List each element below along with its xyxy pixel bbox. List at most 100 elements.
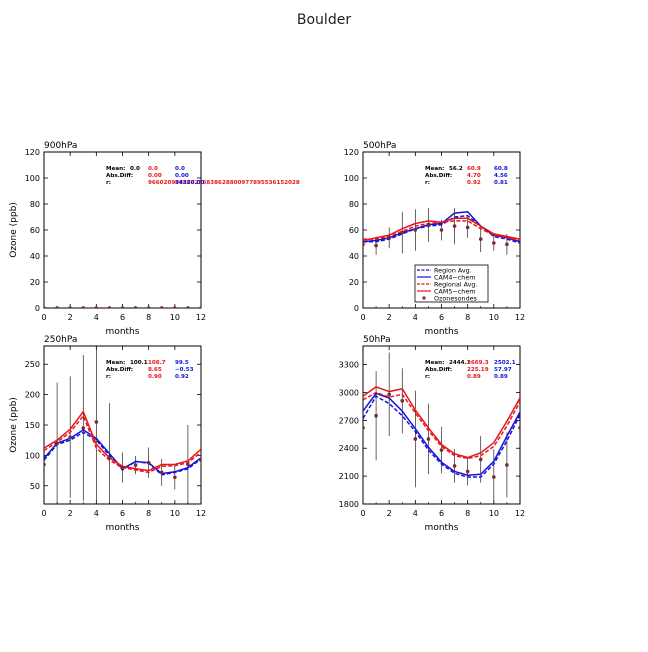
stats-cam4: 0.00 — [175, 173, 189, 179]
legend-label: CAM5−chem — [434, 287, 476, 295]
y-tick-label: 2700 — [339, 416, 359, 425]
stats-cam4: 0.0 — [175, 166, 185, 172]
y-tick-label: 60 — [349, 226, 359, 235]
stats-cam5: 966020998863256838628800977895536152028 — [148, 180, 300, 186]
y-axis-label: Ozone (ppb) — [9, 202, 19, 258]
obs-marker — [426, 437, 431, 441]
obs-marker — [199, 458, 201, 463]
obs-marker — [94, 420, 99, 424]
stats-cam5: 0.90 — [148, 374, 162, 380]
x-axis-label: months — [106, 327, 140, 337]
obs-marker — [68, 306, 72, 308]
obs-marker — [186, 462, 190, 467]
y-tick-label: 2100 — [339, 472, 359, 481]
stats-cam5: 0.0 — [148, 166, 158, 172]
obs-marker — [146, 460, 151, 465]
stats-cam4: 0.89 — [494, 374, 508, 380]
y-tick-label: 120 — [25, 148, 40, 157]
obs-marker — [173, 475, 177, 480]
obs-marker — [173, 306, 177, 308]
panel-title: 50hPa — [363, 335, 391, 345]
obs-marker — [363, 242, 365, 247]
legend-label: Region Avg. — [434, 266, 472, 274]
panel-title: 250hPa — [44, 335, 77, 345]
stats-cam4: 4.56 — [494, 173, 508, 179]
x-tick-label: 8 — [465, 313, 470, 322]
y-tick-label: 0 — [354, 304, 359, 313]
obs-marker — [159, 470, 164, 475]
obs-marker — [107, 456, 112, 460]
obs-marker — [413, 228, 418, 232]
stats-label: Mean: — [425, 360, 444, 366]
y-tick-label: 100 — [344, 174, 359, 183]
series-line-CAM5−chem — [363, 217, 520, 242]
obs-marker — [374, 413, 378, 418]
panel-50hPa: 50hPa 0 2 4 6 8 10 12 1800 2100 2400 2700 3000 3300 mo… — [339, 335, 525, 533]
obs-marker — [439, 228, 444, 232]
obs-marker — [413, 437, 418, 441]
series-line-Region Avg. — [363, 395, 520, 478]
y-tick-label: 250 — [25, 360, 40, 369]
y-tick-label: 120 — [344, 148, 359, 157]
x-tick-label: 0 — [41, 509, 46, 518]
x-tick-label: 4 — [413, 509, 418, 518]
panel-title: 900hPa — [44, 141, 77, 151]
obs-marker — [120, 465, 125, 470]
stats-cam5: 0.89 — [467, 374, 481, 380]
stats-label: r: — [106, 180, 111, 186]
obs-marker — [146, 306, 151, 308]
obs-marker — [44, 306, 46, 308]
x-axis-label: months — [106, 523, 140, 533]
x-tick-label: 12 — [196, 313, 206, 322]
x-tick-label: 2 — [387, 313, 392, 322]
y-tick-label: 20 — [349, 278, 359, 287]
stats-label: Abs.Diff: — [106, 367, 133, 373]
x-tick-label: 12 — [515, 313, 525, 322]
stats-cam4: 0.81 — [494, 180, 508, 186]
data-layer — [363, 207, 520, 255]
data-layer — [44, 306, 201, 308]
obs-marker — [492, 241, 496, 245]
stats-cam4: −0.53 — [175, 367, 194, 373]
y-tick-label: 80 — [349, 200, 359, 209]
x-axis-label: months — [425, 327, 459, 337]
x-tick-label: 6 — [120, 313, 125, 322]
y-tick-label: 20 — [30, 278, 40, 287]
obs-marker — [505, 463, 509, 467]
obs-marker — [439, 448, 444, 452]
x-tick-label: 2 — [387, 509, 392, 518]
x-tick-label: 4 — [413, 313, 418, 322]
y-tick-label: 2400 — [339, 444, 359, 453]
x-tick-label: 8 — [465, 509, 470, 518]
data-layer — [363, 352, 520, 504]
x-tick-label: 0 — [41, 313, 46, 322]
stats-cam5: 8.65 — [148, 367, 162, 373]
stats-obs: 100.1 — [130, 360, 148, 366]
stats-obs: 2444.1 — [449, 360, 471, 366]
x-tick-label: 6 — [120, 509, 125, 518]
x-tick-label: 8 — [146, 313, 151, 322]
stats-label: Abs.Diff: — [425, 173, 452, 179]
obs-marker — [159, 306, 164, 308]
series-line-CAM5−chem — [363, 386, 520, 459]
obs-marker — [199, 306, 201, 308]
stats-obs: 0.0 — [130, 166, 140, 172]
stats-cam4: 99.5 — [175, 360, 189, 366]
obs-marker — [478, 457, 483, 462]
stats-label: r: — [106, 374, 111, 380]
x-tick-label: 4 — [94, 509, 99, 518]
page-title: Boulder — [297, 12, 351, 28]
data-layer — [44, 346, 201, 504]
legend-label: Ozonesondes — [434, 294, 478, 302]
y-tick-label: 200 — [25, 391, 40, 400]
x-tick-label: 6 — [439, 509, 444, 518]
stats-cam5: 4.70 — [467, 173, 481, 179]
stats-label: Abs.Diff: — [425, 367, 452, 373]
obs-marker — [400, 230, 405, 235]
stats-cam5: 0.92 — [467, 180, 481, 186]
y-tick-label: 100 — [25, 174, 40, 183]
stats-label: Mean: — [425, 166, 444, 172]
